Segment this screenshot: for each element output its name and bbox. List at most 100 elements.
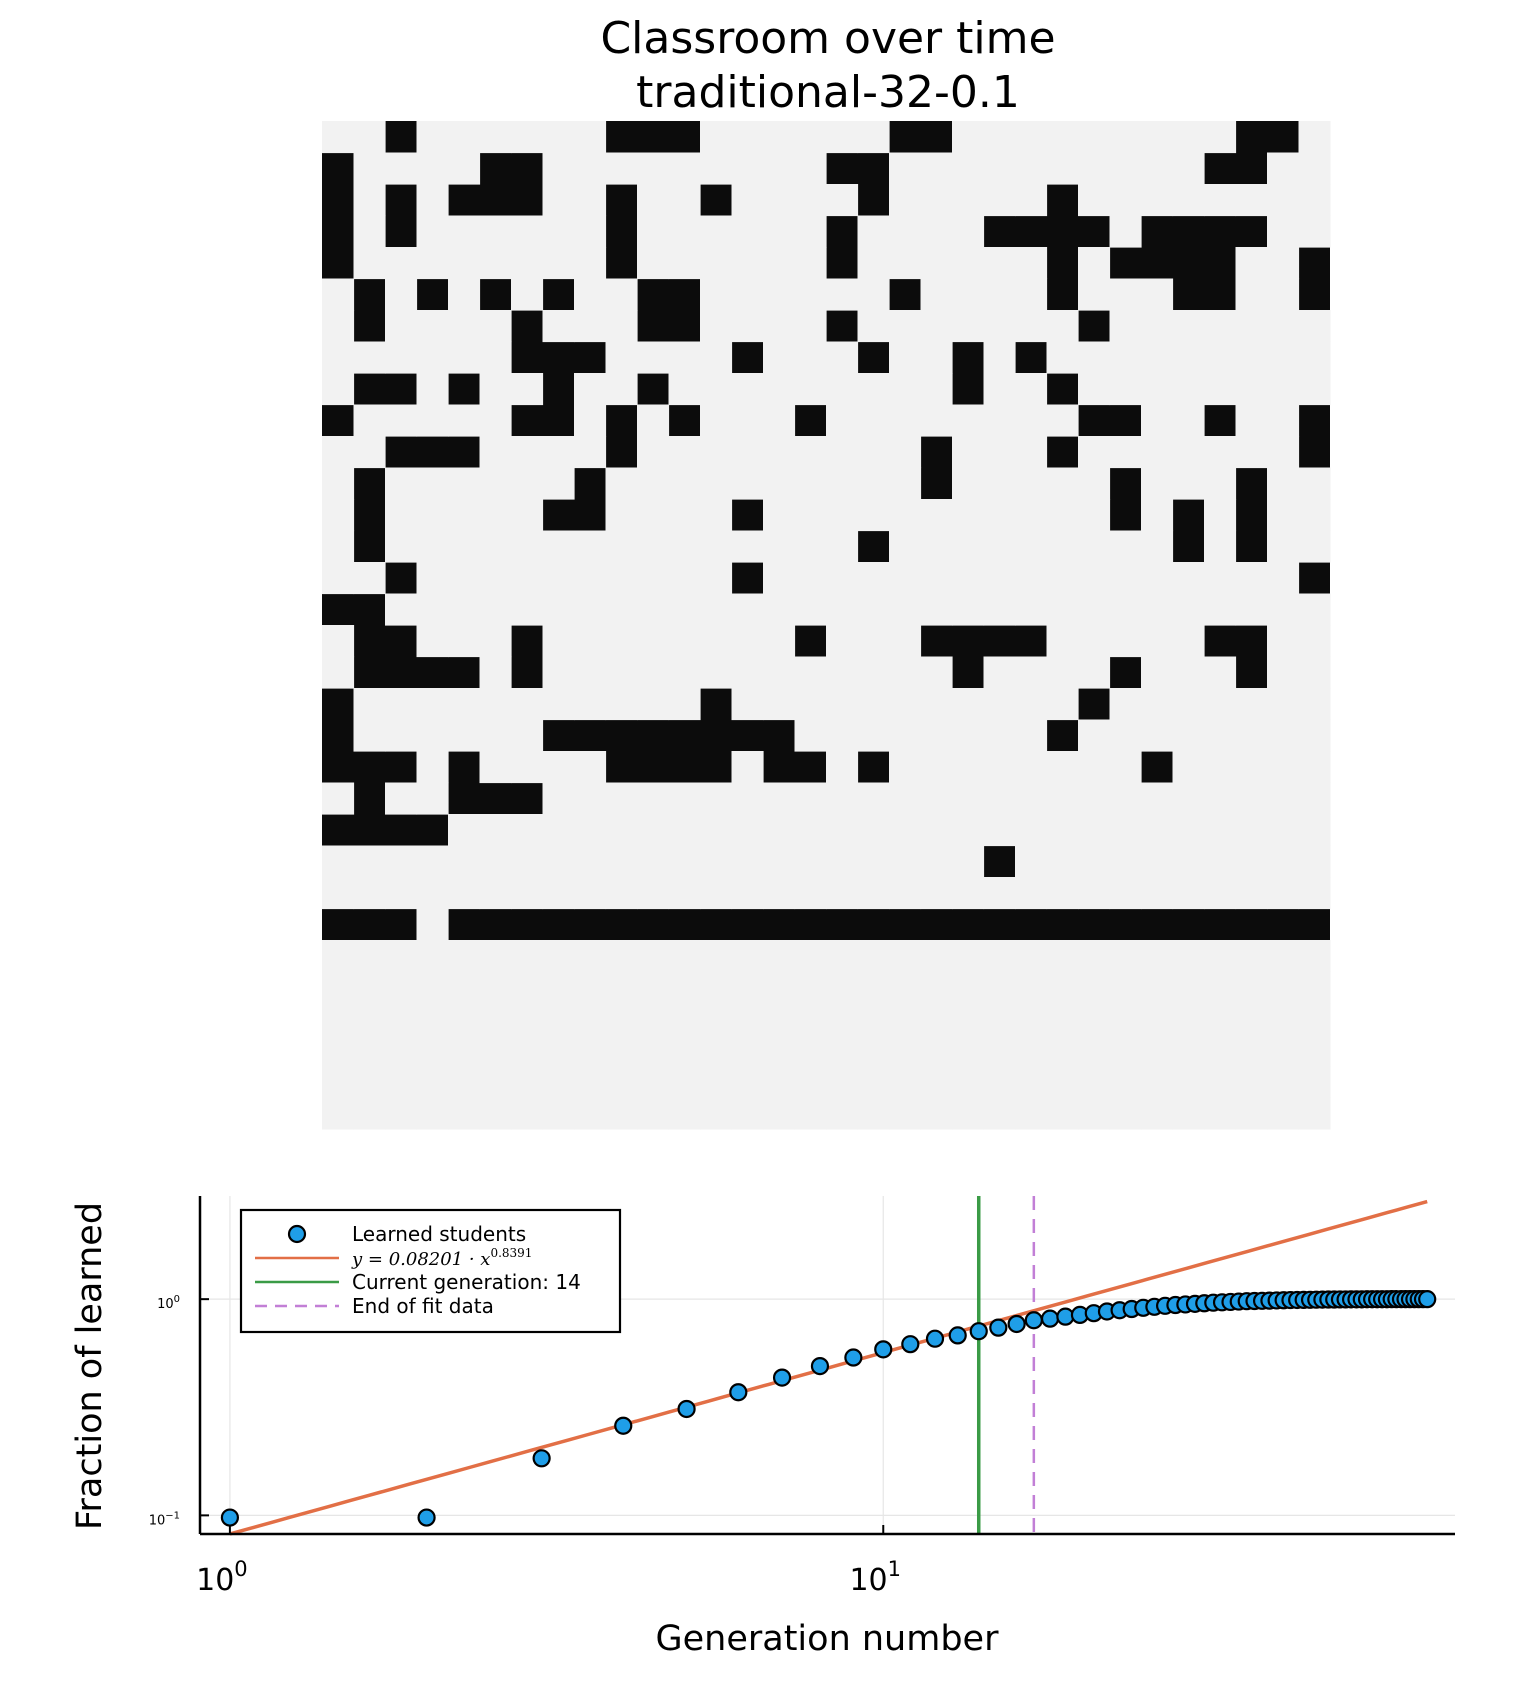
heatmap-cell (920, 751, 953, 784)
heatmap-cell (1172, 152, 1205, 185)
heatmap-cell (322, 1097, 355, 1130)
heatmap-cell (1078, 940, 1111, 973)
heatmap-cell (1204, 593, 1237, 626)
heatmap-cell (983, 499, 1016, 532)
heatmap-cell (1204, 121, 1237, 154)
heatmap-cell (952, 215, 985, 248)
heatmap-cell (637, 940, 670, 973)
heatmap-cell (542, 1097, 575, 1130)
heatmap-cell (1046, 310, 1079, 343)
heatmap-cell (920, 404, 953, 437)
heatmap-cell (1267, 562, 1300, 595)
heatmap-cell (700, 310, 733, 343)
heatmap-cell (794, 499, 827, 532)
heatmap-cell (574, 404, 607, 437)
heatmap-cell (637, 593, 670, 626)
heatmap-cell (983, 1066, 1016, 1099)
heatmap-cell (1141, 499, 1174, 532)
heatmap-cell (731, 436, 764, 469)
heatmap-cell (952, 688, 985, 721)
heatmap-cell (511, 688, 544, 721)
heatmap-cell (353, 877, 386, 910)
heatmap-cell (668, 625, 701, 658)
heatmap-cell (353, 1066, 386, 1099)
heatmap-cell (1109, 184, 1142, 217)
heatmap-cell (1015, 1034, 1048, 1067)
heatmap-cell (1046, 845, 1079, 878)
legend-marker-points (287, 1224, 307, 1244)
heatmap-cell (322, 341, 355, 374)
heatmap-cell (1046, 971, 1079, 1004)
heatmap-cell (1109, 625, 1142, 658)
heatmap-cell (983, 467, 1016, 500)
heatmap-cell (511, 814, 544, 847)
heatmap-cell (763, 184, 796, 217)
heatmap-cell (605, 814, 638, 847)
heatmap-cell (416, 310, 449, 343)
heatmap-cell (574, 625, 607, 658)
heatmap-cell (1141, 373, 1174, 406)
heatmap-cell (1078, 1097, 1111, 1130)
heatmap-cell (605, 152, 638, 185)
heatmap-cell (700, 1003, 733, 1036)
heatmap-cell (952, 877, 985, 910)
heatmap-cell (353, 341, 386, 374)
heatmap-cell (731, 877, 764, 910)
heatmap-cell (511, 845, 544, 878)
heatmap-cell (700, 971, 733, 1004)
heatmap-cell (637, 1097, 670, 1130)
heatmap-cell (511, 373, 544, 406)
heatmap-cell (637, 499, 670, 532)
heatmap-cell (700, 1097, 733, 1130)
heatmap-cell (1204, 467, 1237, 500)
heatmap-cell (889, 467, 922, 500)
heatmap-cell (353, 688, 386, 721)
heatmap-cell (952, 593, 985, 626)
heatmap-cell (700, 436, 733, 469)
heatmap-cell (1267, 530, 1300, 563)
heatmap-cell (605, 1034, 638, 1067)
heatmap-cell (637, 247, 670, 280)
heatmap-cell (542, 121, 575, 154)
heatmap-cell (637, 1003, 670, 1036)
heatmap-cell (700, 782, 733, 815)
heatmap-cell (857, 499, 890, 532)
heatmap-cell (826, 499, 859, 532)
heatmap-cell (1141, 877, 1174, 910)
heatmap-cell (700, 499, 733, 532)
heatmap-cell (605, 310, 638, 343)
heatmap-cell (1235, 404, 1268, 437)
heatmap-cell (479, 404, 512, 437)
heatmap-cell (1109, 877, 1142, 910)
heatmap-cell (574, 373, 607, 406)
heatmap-cell (763, 341, 796, 374)
heatmap-cell (542, 184, 575, 217)
heatmap-cell (1141, 562, 1174, 595)
heatmap-cell (794, 121, 827, 154)
heatmap-cell (322, 1034, 355, 1067)
heatmap-cell (668, 688, 701, 721)
heatmap-cell (574, 1034, 607, 1067)
heatmap-cell (1046, 121, 1079, 154)
heatmap-cell (385, 530, 418, 563)
heatmap-cell (889, 530, 922, 563)
heatmap-cell (385, 1066, 418, 1099)
heatmap-cell (1109, 782, 1142, 815)
heatmap-cell (385, 940, 418, 973)
heatmap-cell (322, 530, 355, 563)
heatmap-cell (605, 688, 638, 721)
data-point (220, 1508, 239, 1527)
heatmap-cell (1235, 940, 1268, 973)
heatmap-cell (983, 940, 1016, 973)
heatmap-cell (1141, 814, 1174, 847)
heatmap-cell (574, 1097, 607, 1130)
heatmap-cell (637, 562, 670, 595)
heatmap-cell (605, 625, 638, 658)
heatmap-cell (763, 562, 796, 595)
heatmap-cell (1267, 1003, 1300, 1036)
heatmap-cell (700, 625, 733, 658)
heatmap-cell (479, 877, 512, 910)
heatmap-cell (731, 625, 764, 658)
heatmap-cell (889, 625, 922, 658)
heatmap-cell (668, 530, 701, 563)
